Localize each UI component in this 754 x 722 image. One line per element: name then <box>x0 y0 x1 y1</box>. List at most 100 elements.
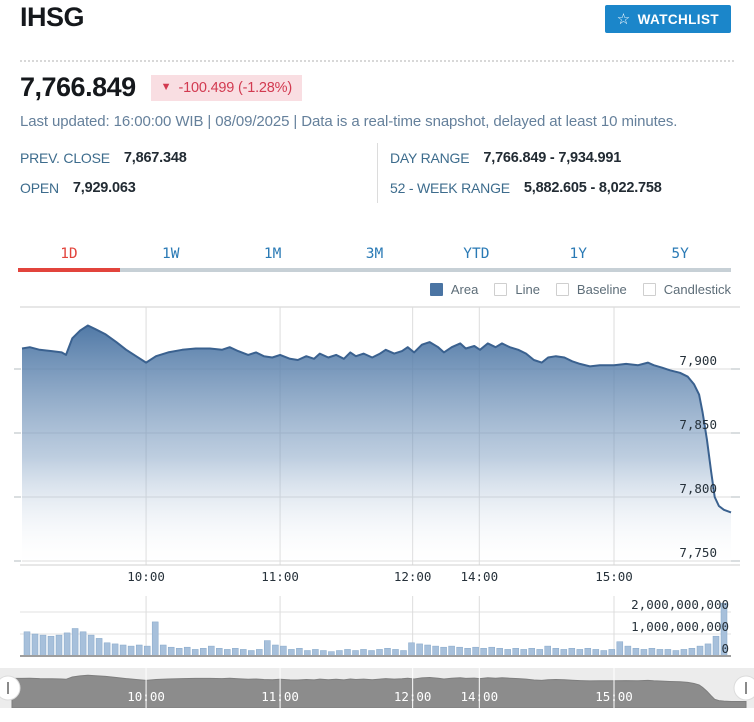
volume-axis-label: 1,000,000,000 <box>631 619 729 634</box>
navigator-time-label: 14:00 <box>460 689 498 704</box>
volume-bar <box>712 635 720 657</box>
volume-bar <box>704 643 712 657</box>
volume-bar <box>432 645 439 657</box>
legend-label: Line <box>515 282 540 297</box>
volume-bar <box>384 648 391 657</box>
legend-item-area[interactable]: Area <box>429 282 479 297</box>
volume-bar <box>143 645 151 657</box>
volume-bar <box>544 645 551 657</box>
tab-1y[interactable]: 1Y <box>569 246 587 262</box>
volume-bar <box>456 646 463 657</box>
volume-bar <box>264 640 271 657</box>
price-line <box>21 324 732 514</box>
volume-bar <box>55 634 63 657</box>
volume-bar <box>512 648 519 657</box>
volume-bar <box>280 645 287 657</box>
volume-bar <box>488 646 495 657</box>
volume-bar <box>119 644 127 657</box>
volume-bar <box>624 645 632 657</box>
tab-underline-rest <box>120 268 731 272</box>
volume-bar <box>584 648 592 657</box>
tab-ytd[interactable]: YTD <box>463 246 490 262</box>
star-icon: ☆ <box>616 10 631 28</box>
stat-value: 7,867.348 <box>123 150 187 166</box>
volume-bar <box>87 634 95 657</box>
tab-5y[interactable]: 5Y <box>671 246 689 262</box>
volume-bar <box>616 641 624 657</box>
volume-bar <box>200 648 207 657</box>
tab-underline <box>18 268 731 272</box>
legend-label: Candlestick <box>663 282 731 297</box>
page-title: IHSG <box>20 2 85 32</box>
volume-bar <box>528 648 535 657</box>
volume-axis-label: 2,000,000,000 <box>631 597 729 612</box>
volume-bar <box>480 648 487 657</box>
navigator-right-handle[interactable] <box>733 675 754 701</box>
volume-bar <box>175 648 183 657</box>
stat-label: OPEN <box>20 180 59 196</box>
navigator-time-label: 15:00 <box>595 689 633 704</box>
volume-bar <box>632 648 640 657</box>
volume-bar <box>159 644 167 657</box>
key-stats: PREV. CLOSE 7,867.348 DAY RANGE 7,766.84… <box>20 143 734 203</box>
volume-bar <box>408 642 415 657</box>
stat-prev-close: PREV. CLOSE 7,867.348 <box>20 143 377 173</box>
navigator-area <box>11 674 747 709</box>
y-axis-label: 7,850 <box>679 417 717 432</box>
volume-bar <box>424 644 431 657</box>
volume-bar <box>111 643 119 657</box>
navigator-mini-chart: 10:00 11:00 12:00 14:00 15:00 <box>0 668 754 709</box>
volume-bar <box>448 645 455 657</box>
legend-item-line[interactable]: Line <box>494 282 540 297</box>
tab-3m[interactable]: 3M <box>365 246 384 262</box>
navigator-left-handle[interactable] <box>0 675 21 701</box>
x-axis-label: 10:00 <box>127 569 165 584</box>
stat-value: 5,882.605 - 8,022.758 <box>523 180 662 196</box>
legend-item-baseline[interactable]: Baseline <box>555 282 627 297</box>
tab-1m[interactable]: 1M <box>263 246 282 262</box>
legend-label: Baseline <box>576 282 627 297</box>
tab-1w[interactable]: 1W <box>162 246 180 262</box>
stat-day-range: DAY RANGE 7,766.849 - 7,934.991 <box>377 143 734 173</box>
volume-bar <box>440 646 447 657</box>
range-navigator[interactable]: 10:00 11:00 12:00 14:00 15:00 <box>0 668 754 709</box>
volume-bar <box>167 646 175 657</box>
volume-bar <box>151 621 159 657</box>
volume-bar <box>208 645 215 657</box>
y-axis-label: 7,750 <box>679 545 717 560</box>
volume-bar <box>688 648 696 657</box>
volume-bar <box>23 631 31 657</box>
volume-bar <box>183 646 191 657</box>
volume-bar-chart[interactable]: 2,000,000,000 1,000,000,000 0 <box>0 596 754 660</box>
volume-bar <box>232 648 239 657</box>
last-price: 7,766.849 <box>20 72 136 102</box>
legend-item-candlestick[interactable]: Candlestick <box>642 282 731 297</box>
x-axis-label: 11:00 <box>261 569 299 584</box>
legend-label: Area <box>450 282 479 297</box>
volume-bar <box>47 635 55 657</box>
volume-bar <box>39 634 47 657</box>
x-axis-label: 12:00 <box>394 569 432 584</box>
price-row: 7,766.849 ▼ -100.499 (-1.28%) <box>20 72 302 103</box>
checkbox-icon <box>494 283 508 296</box>
area-swatch-icon <box>429 283 443 296</box>
stat-52-week-range: 52 - WEEK RANGE 5,882.605 - 8,022.758 <box>377 173 734 203</box>
price-area-chart[interactable]: 7,900 7,850 7,800 7,750 10:00 11:00 12:00 14:00… <box>0 305 754 588</box>
volume-bar <box>496 648 503 657</box>
volume-bar <box>472 646 479 657</box>
volume-bar <box>103 642 111 657</box>
series-type-legend: Area Line Baseline Candlestick <box>429 282 731 297</box>
stat-label: PREV. CLOSE <box>20 150 110 166</box>
dotted-divider <box>20 60 734 62</box>
volume-bar <box>216 648 223 657</box>
volume-bar <box>31 633 39 657</box>
tab-1d[interactable]: 1D <box>60 246 78 262</box>
stat-open: OPEN 7,929.063 <box>20 173 377 203</box>
watchlist-button[interactable]: ☆ WATCHLIST <box>604 5 731 33</box>
stat-value: 7,766.849 - 7,934.991 <box>483 150 622 166</box>
down-arrow-icon: ▼ <box>160 81 172 93</box>
volume-bar <box>464 648 471 657</box>
volume-bar <box>63 632 71 657</box>
volume-bar <box>416 643 423 657</box>
